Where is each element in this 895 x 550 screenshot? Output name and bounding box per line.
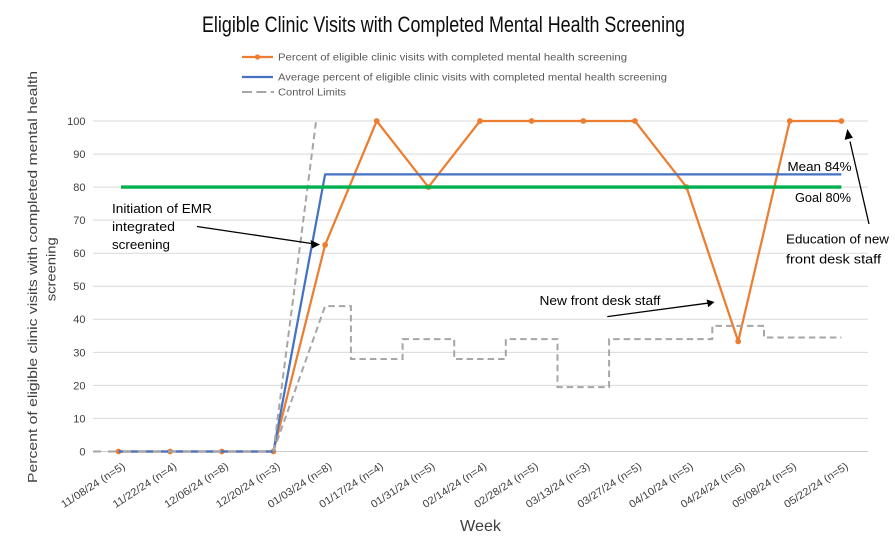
svg-text:integrated: integrated — [112, 219, 175, 234]
svg-text:90: 90 — [73, 149, 85, 161]
svg-text:screening: screening — [44, 237, 59, 301]
svg-text:Control Limits: Control Limits — [278, 87, 346, 99]
svg-text:30: 30 — [73, 347, 85, 359]
svg-text:Initiation of EMR: Initiation of EMR — [112, 201, 212, 216]
svg-text:60: 60 — [73, 248, 85, 260]
svg-text:Percent of eligible clinic vis: Percent of eligible clinic visits with c… — [25, 71, 40, 483]
svg-text:20: 20 — [73, 380, 85, 392]
svg-text:10: 10 — [73, 413, 85, 425]
svg-text:Mean 84%: Mean 84% — [788, 159, 852, 174]
svg-text:front desk staff: front desk staff — [786, 252, 881, 267]
svg-text:40: 40 — [73, 314, 85, 326]
svg-text:Eligible Clinic Visits with Co: Eligible Clinic Visits with Completed Me… — [202, 12, 685, 37]
svg-text:screening: screening — [112, 237, 170, 252]
svg-text:Average percent of eligible cl: Average percent of eligible clinic visit… — [278, 72, 667, 84]
svg-text:100: 100 — [67, 116, 85, 128]
svg-text:Goal 80%: Goal 80% — [795, 190, 851, 205]
svg-text:0: 0 — [79, 446, 85, 458]
svg-text:Education of new: Education of new — [786, 232, 890, 247]
svg-text:Percent of eligible clinic vis: Percent of eligible clinic visits with c… — [278, 52, 627, 64]
svg-text:80: 80 — [73, 182, 85, 194]
svg-text:New front desk staff: New front desk staff — [540, 293, 661, 308]
svg-text:70: 70 — [73, 215, 85, 227]
svg-text:Week: Week — [460, 518, 502, 535]
svg-text:50: 50 — [73, 281, 85, 293]
